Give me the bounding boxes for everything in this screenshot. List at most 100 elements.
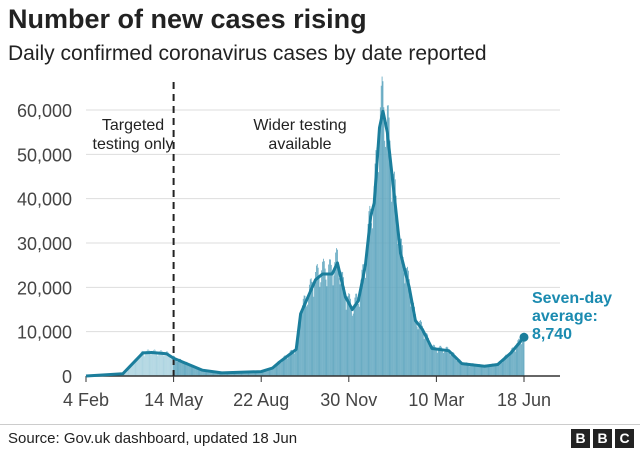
daily-bar [485,364,487,376]
daily-bar [261,371,263,376]
daily-bar [457,360,458,376]
daily-bar [166,351,167,376]
daily-bar [134,358,136,376]
daily-bar [200,368,202,376]
daily-bar [209,371,210,376]
x-tick-label: 18 Jun [497,390,551,410]
daily-bar [518,338,520,376]
daily-bar [315,271,316,376]
daily-bar [488,366,490,376]
daily-bar [287,358,288,376]
daily-bar [179,358,181,376]
daily-bar [294,349,296,376]
daily-bar [284,355,286,376]
daily-bar [139,356,140,376]
daily-bar [420,320,422,376]
daily-bar [436,352,438,376]
daily-bar [182,363,184,376]
daily-bar [425,333,427,376]
daily-bar [343,277,344,376]
daily-bar [129,365,131,376]
annotation-text: available [268,136,331,153]
daily-bar [243,371,245,376]
daily-bar [257,371,259,376]
daily-bar [395,195,397,376]
daily-bar [418,324,420,376]
daily-bar [223,372,224,376]
daily-bar [464,362,466,376]
daily-bar [515,347,517,376]
daily-bar [502,360,504,376]
daily-bar [252,371,253,376]
daily-bar [432,345,434,376]
daily-bar [131,366,132,376]
daily-bar [274,366,276,376]
daily-bar [202,371,204,376]
daily-bar [161,351,163,376]
daily-bar [165,352,167,376]
daily-bar [247,372,249,376]
daily-bar [415,319,417,376]
daily-bar [411,305,413,376]
daily-bar [240,372,242,376]
daily-bar [330,264,332,376]
daily-bar [141,350,143,376]
daily-bar [270,367,272,376]
daily-bar [428,342,430,376]
daily-bar [421,325,423,376]
daily-bar [471,363,473,376]
daily-bar [498,361,499,376]
daily-bar [478,364,480,376]
daily-bar [373,186,375,376]
daily-bar [174,357,176,376]
daily-bar [151,354,153,376]
daily-bar [396,218,398,376]
footer: Source: Gov.uk dashboard, updated 18 Jun… [0,424,640,450]
daily-bar [302,298,304,376]
daily-bar [371,223,372,376]
daily-bar [276,362,278,376]
daily-bar [287,356,289,376]
daily-bar [168,354,170,376]
daily-bar [312,289,314,376]
daily-bar [207,370,209,376]
daily-bar [211,371,213,376]
daily-bar [384,140,386,376]
daily-bar [195,368,197,376]
daily-bar [341,271,343,376]
daily-bar [374,163,376,376]
daily-bar [259,371,261,376]
daily-bar [164,355,166,376]
y-tick-label: 20,000 [17,278,72,298]
daily-bar [479,364,481,376]
daily-bar [351,306,352,376]
daily-bar [510,350,512,376]
daily-bar [456,360,457,376]
daily-bar [133,360,135,376]
daily-bar [177,360,179,376]
daily-bar [163,356,165,376]
daily-bar [289,351,291,376]
daily-bar [499,361,501,376]
daily-bar [159,351,160,376]
end-label: 8,740 [532,326,572,343]
daily-bar [181,359,182,376]
daily-bar [354,297,356,376]
daily-bar [388,117,390,377]
daily-bar [254,372,256,376]
daily-bar [408,279,410,376]
daily-bar [335,252,337,376]
y-tick-label: 40,000 [17,190,72,210]
daily-bar [400,238,402,376]
daily-bar [173,355,174,376]
daily-bar [125,371,126,376]
daily-bar [245,371,246,376]
daily-bar [154,349,156,376]
daily-bar [366,242,368,376]
daily-bar [414,313,416,376]
daily-bar [330,259,331,376]
daily-bar [407,270,409,376]
daily-bar [357,297,358,376]
daily-bar [340,276,342,376]
daily-bar [291,349,293,376]
